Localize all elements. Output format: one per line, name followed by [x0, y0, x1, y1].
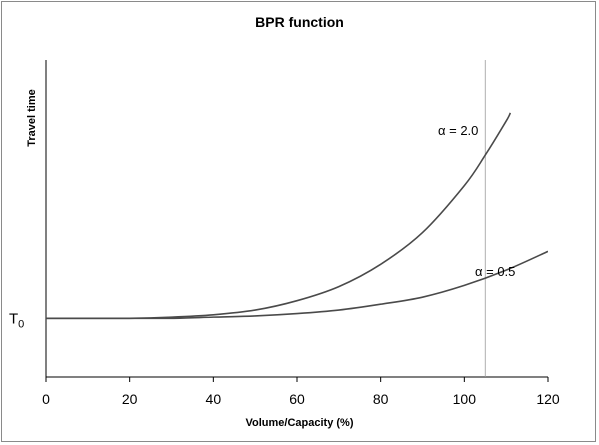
y-tick-subscript: 0: [18, 318, 24, 330]
annotation-alpha-0-5: α = 0.5: [475, 264, 515, 279]
x-tick-label: 40: [206, 391, 222, 407]
y-tick-label-t0: T0: [9, 310, 24, 330]
x-tick-label: 60: [289, 391, 305, 407]
x-axis-label: Volume/Capacity (%): [245, 417, 354, 429]
x-tick-label: 20: [122, 391, 138, 407]
x-tick-label: 80: [373, 391, 389, 407]
x-tick-label: 100: [453, 391, 477, 407]
annotation-alpha-2: α = 2.0: [438, 123, 478, 138]
x-tick-label: 0: [42, 391, 50, 407]
x-tick-label: 120: [536, 391, 560, 407]
series-alpha-0-5-line: [46, 250, 548, 320]
series-alpha-2-line: [46, 112, 512, 320]
chart-title: BPR function: [255, 14, 344, 30]
